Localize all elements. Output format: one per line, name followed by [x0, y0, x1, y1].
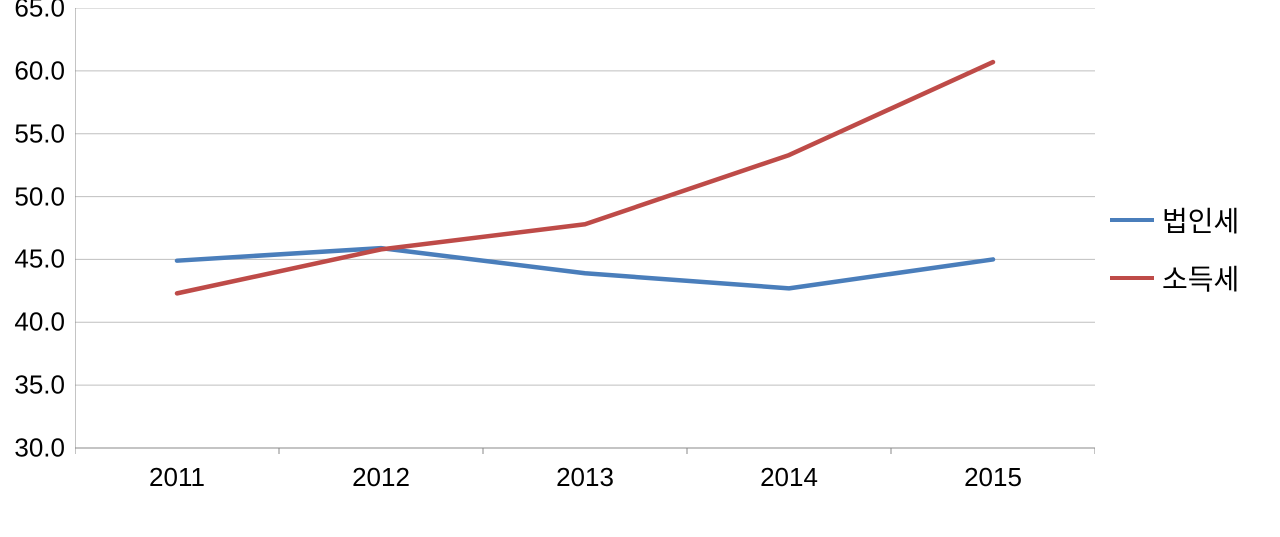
y-tick-label: 30.0	[14, 433, 65, 464]
legend-label: 소득세	[1162, 258, 1239, 298]
y-tick-label: 40.0	[14, 307, 65, 338]
legend-item: 법인세	[1110, 200, 1239, 240]
y-tick-label: 45.0	[14, 244, 65, 275]
plot-area: 30.035.040.045.050.055.060.065.020112012…	[75, 8, 1095, 448]
legend-item: 소득세	[1110, 258, 1239, 298]
y-tick-label: 50.0	[14, 181, 65, 212]
legend-swatch	[1110, 218, 1154, 223]
x-tick-label: 2013	[556, 462, 614, 493]
chart-legend: 법인세소득세	[1110, 200, 1239, 316]
chart-svg	[75, 8, 1095, 455]
y-tick-label: 35.0	[14, 370, 65, 401]
legend-swatch	[1110, 276, 1154, 281]
line-chart: 30.0 35.0 40.0 45.0 50.0 55.0 60.0 65.0 2011 2012…	[0, 0, 1280, 537]
x-tick-label: 2011	[149, 462, 205, 493]
y-tick-label: 55.0	[14, 118, 65, 149]
x-tick-label: 2014	[760, 462, 818, 493]
legend-label: 법인세	[1162, 200, 1239, 240]
x-tick-label: 2012	[352, 462, 410, 493]
x-tick-label: 2015	[964, 462, 1022, 493]
y-tick-label: 60.0	[14, 55, 65, 86]
y-tick-label: 65.0	[14, 0, 65, 24]
